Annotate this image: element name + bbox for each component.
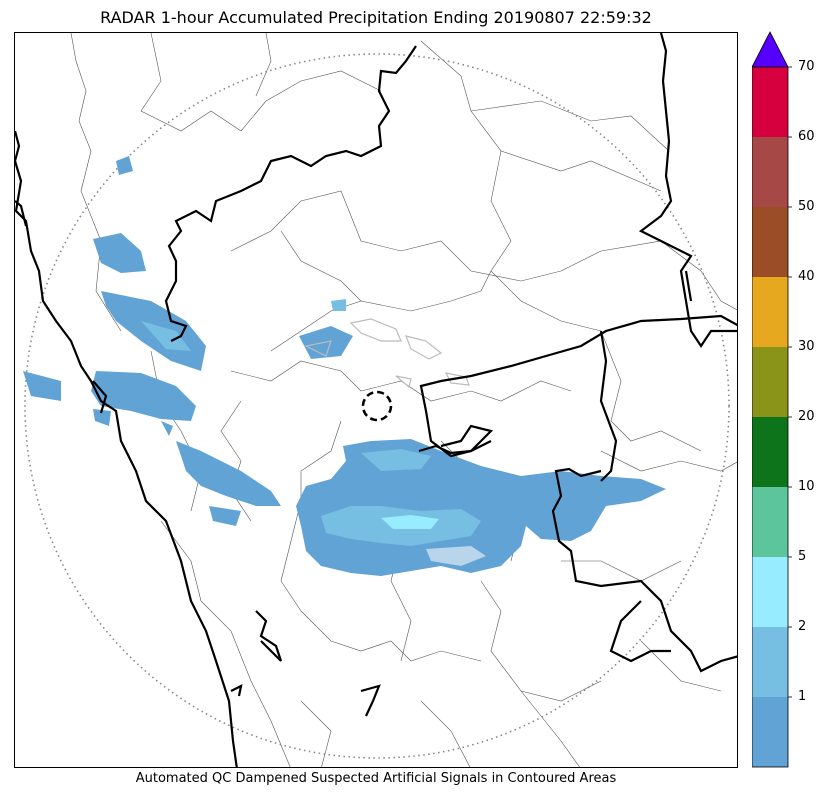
precipitation-colorbar: 1 2 5 10 20 30 40 50 60 70 xyxy=(751,30,822,770)
colorbar-band-1 xyxy=(752,697,788,767)
colorbar-tick-label: 10 xyxy=(798,479,815,494)
colorbar-band-30 xyxy=(752,347,788,417)
colorbar-tick-label: 2 xyxy=(798,619,807,634)
colorbar-tick-label: 60 xyxy=(798,129,815,144)
radar-map-panel xyxy=(14,32,738,768)
colorbar-outline xyxy=(751,66,789,768)
colorbar-tick-label: 1 xyxy=(798,689,807,704)
colorbar-graphic xyxy=(751,31,792,768)
colorbar-band-20 xyxy=(752,417,788,487)
map-title: RADAR 1-hour Accumulated Precipitation E… xyxy=(100,8,652,27)
colorbar-tick-label: 30 xyxy=(798,339,815,354)
colorbar-band-50 xyxy=(752,207,788,277)
colorbar-band-10 xyxy=(752,487,788,557)
colorbar-band-2 xyxy=(752,627,788,697)
colorbar-tick-label: 40 xyxy=(798,269,815,284)
colorbar-band-70 xyxy=(752,67,788,137)
colorbar-band-40 xyxy=(752,277,788,347)
colorbar-extend-arrow xyxy=(751,31,789,68)
colorbar-tick-label: 20 xyxy=(798,409,815,424)
colorbar-bands xyxy=(752,66,792,767)
colorbar-band-5 xyxy=(752,557,788,627)
precipitation-areas xyxy=(23,156,666,576)
state-borders xyxy=(15,33,737,767)
colorbar-tick-label: 50 xyxy=(798,199,815,214)
qc-contoured-areas xyxy=(304,318,470,389)
colorbar-band-60 xyxy=(752,137,788,207)
radar-map xyxy=(15,33,737,767)
colorbar-tick-label: 5 xyxy=(798,549,807,564)
qc-footnote: Automated QC Dampened Suspected Artifici… xyxy=(135,771,617,786)
range-ring xyxy=(24,53,730,759)
radar-site-marker xyxy=(361,390,393,422)
colorbar-tick-label: 70 xyxy=(798,59,815,74)
